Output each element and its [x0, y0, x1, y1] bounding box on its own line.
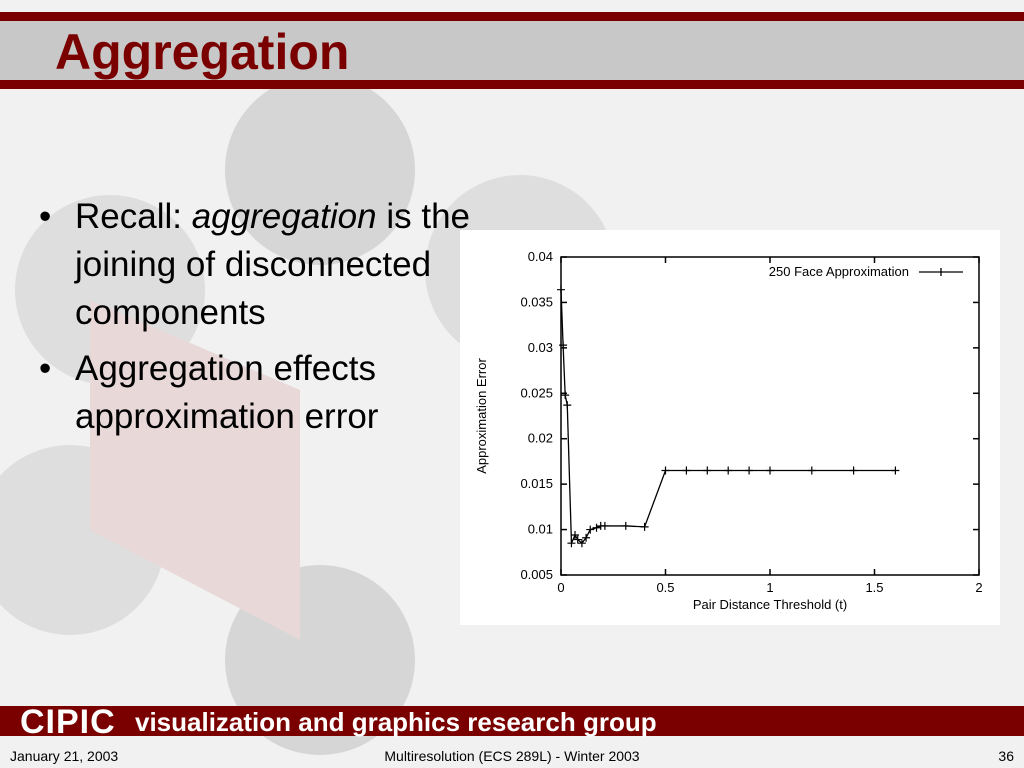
data-point — [563, 401, 572, 410]
y-tick-label: 0.015 — [520, 476, 553, 491]
data-point — [807, 466, 816, 475]
y-tick-label: 0.02 — [528, 431, 553, 446]
data-point — [592, 523, 601, 532]
bullet-text: is the joining of disconnected component… — [75, 197, 470, 332]
data-point — [586, 525, 595, 534]
data-point — [724, 466, 733, 475]
x-axis-label: Pair Distance Threshold (t) — [693, 597, 847, 612]
legend-swatch — [919, 268, 963, 276]
y-tick-label: 0.035 — [520, 294, 553, 309]
y-tick-label: 0.03 — [528, 340, 553, 355]
data-point — [661, 466, 670, 475]
data-point — [573, 535, 582, 544]
chart: Pair Distance Threshold (t) Approximatio… — [460, 230, 1000, 625]
data-point — [849, 466, 858, 475]
bullet: Aggregation effects approximation error — [35, 345, 475, 441]
bullet: Recall: aggregation is the joining of di… — [35, 193, 475, 337]
footer: January 21, 2003 Multiresolution (ECS 28… — [0, 740, 1024, 768]
data-point — [682, 466, 691, 475]
data-point — [600, 521, 609, 530]
top-rule — [0, 12, 1024, 21]
data-point — [703, 466, 712, 475]
slide-title: Aggregation — [55, 24, 350, 80]
y-tick-label: 0.005 — [520, 567, 553, 582]
data-point — [582, 533, 591, 542]
data-line — [560, 289, 896, 545]
x-tick-label: 0.5 — [656, 580, 674, 595]
page-number: 36 — [998, 748, 1014, 764]
data-point — [559, 341, 568, 350]
y-tick-label: 0.01 — [528, 522, 553, 537]
data-point — [891, 466, 900, 475]
banner: CIPIC visualization and graphics researc… — [0, 703, 1024, 741]
data-point — [577, 539, 586, 548]
footer-date: January 21, 2003 — [10, 748, 119, 764]
bullet-text: Aggregation effects approximation error — [75, 349, 379, 436]
title-band — [0, 21, 1024, 80]
data-point — [745, 466, 754, 475]
y-tick-label: 0.025 — [520, 385, 553, 400]
data-point — [621, 521, 630, 530]
footer-course: Multiresolution (ECS 289L) - Winter 2003 — [384, 748, 640, 764]
top-rule — [0, 80, 1024, 89]
y-axis-label: Approximation Error — [474, 358, 489, 474]
legend-label: 250 Face Approximation — [769, 264, 909, 279]
banner-text: visualization and graphics research grou… — [135, 707, 657, 737]
logo: CIPIC — [20, 703, 116, 741]
y-tick-label: 0.04 — [528, 249, 553, 264]
data-point — [567, 539, 576, 548]
data-point — [557, 285, 565, 294]
x-tick-label: 0 — [557, 580, 564, 595]
data-point — [766, 466, 774, 475]
bullet-list: Recall: aggregation is the joining of di… — [35, 193, 475, 449]
bullet-text: Recall: — [75, 197, 182, 236]
x-tick-label: 1.5 — [865, 580, 883, 595]
data-point — [571, 531, 580, 540]
data-point — [561, 391, 570, 400]
data-point — [640, 522, 649, 531]
x-tick-label: 1 — [766, 580, 773, 595]
x-tick-label: 2 — [975, 580, 982, 595]
emphasis: aggregation — [191, 197, 377, 236]
plot-frame — [560, 256, 980, 576]
